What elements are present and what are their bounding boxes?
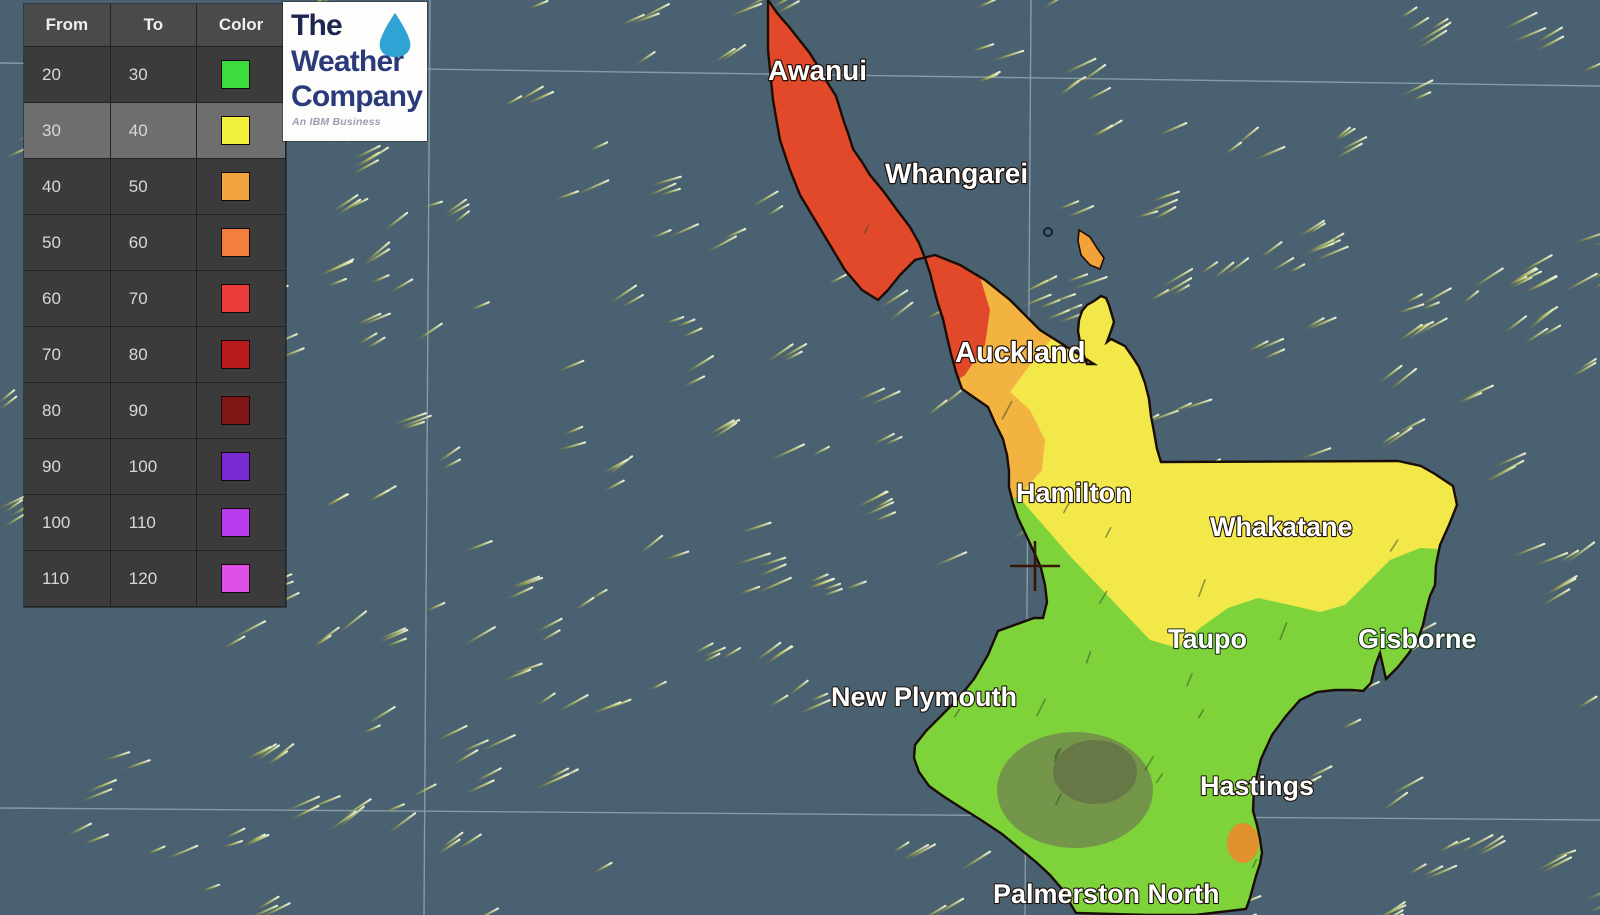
svg-text:Taupo: Taupo	[1168, 624, 1247, 654]
svg-text:Hamilton: Hamilton	[1016, 478, 1132, 508]
svg-text:Auckland: Auckland	[955, 337, 1086, 369]
svg-text:Gisborne: Gisborne	[1358, 624, 1477, 654]
svg-text:Whakatane: Whakatane	[1210, 512, 1353, 542]
svg-text:Awanui: Awanui	[768, 55, 867, 86]
svg-text:Whangarei: Whangarei	[885, 158, 1028, 189]
svg-text:Palmerston North: Palmerston North	[993, 879, 1220, 909]
svg-text:New Plymouth: New Plymouth	[831, 682, 1017, 712]
svg-text:Hastings: Hastings	[1200, 771, 1314, 801]
